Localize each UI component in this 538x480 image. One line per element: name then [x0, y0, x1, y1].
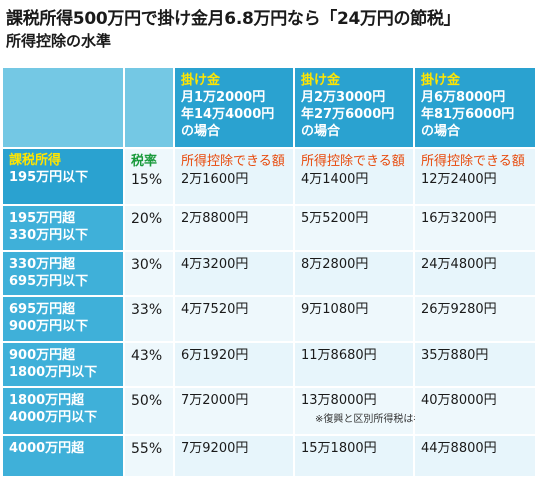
table-row: 900万円超 1800万円以下 43% 6万1920円 11万8680円 35万…: [3, 342, 535, 387]
bracket-label: 1800万円超 4000万円以下: [9, 393, 98, 426]
deduction-value: 2万1600円: [181, 171, 249, 187]
table-row: 4000万円超 55% 7万9200円 15万1800円 44万8800円: [3, 435, 535, 476]
value-cell: 13万8000円 ※復興と区別所得税は考慮していない: [295, 388, 483, 434]
deduction-value: 16万3200円: [421, 211, 497, 227]
table-header-row: 掛け金 月1万2000円 年14万4000円 の場合 掛け金 月2万3000円 …: [3, 68, 535, 147]
value-cell: 11万8680円: [295, 342, 413, 387]
rate-cell: 55%: [125, 435, 173, 476]
rate-col-head: 税率: [131, 153, 158, 169]
value-cell: 4万7520円: [175, 297, 293, 341]
value-cell: 8万2800円: [295, 251, 413, 296]
bracket-label: 695万円超 900万円以下: [9, 302, 89, 335]
rate-value: 43%: [131, 347, 163, 364]
deduction-value: 2万8800円: [181, 211, 249, 227]
plan-header: 掛け金 月6万8000円 年81万6000円 の場合: [415, 68, 535, 147]
deduction-value: 35万880円: [421, 347, 489, 363]
rate-value: 20%: [131, 211, 163, 228]
headline: 課税所得500万円で掛け金月6.8万円なら「24万円の節税」: [6, 9, 461, 29]
table-row: 課税所得 195万円以下 税率 15% 所得控除できる額 2万1600円 所得控…: [3, 148, 535, 205]
value-cell: 16万3200円: [415, 206, 535, 250]
income-col-head: 課税所得: [9, 152, 62, 168]
value-cell: 2万8800円: [175, 206, 293, 250]
value-cell: 24万4800円: [415, 251, 535, 296]
rate-value: 33%: [131, 302, 163, 319]
deduction-value: 9万1080円: [301, 302, 369, 318]
bracket-cell: 1800万円超 4000万円以下: [3, 388, 123, 434]
deduction-value: 11万8680円: [301, 347, 377, 363]
rate-value: 50%: [131, 393, 163, 410]
value-cell: 7万2000円: [175, 388, 293, 434]
plan-label: 掛け金: [301, 73, 341, 88]
value-cell: 所得控除できる額 4万1400円: [295, 148, 413, 205]
rate-cell: 50%: [125, 388, 173, 434]
footnote: ※復興と区別所得税は考慮していない: [315, 414, 484, 426]
value-cell: 5万5200円: [295, 206, 413, 250]
rate-cell: 33%: [125, 297, 173, 341]
rate-value: 30%: [131, 256, 163, 273]
plan-label: 掛け金: [421, 73, 461, 88]
value-cell: 7万9200円: [175, 435, 293, 476]
value-cell: 35万880円: [415, 342, 535, 387]
deduction-value: 15万1800円: [301, 440, 377, 456]
bracket-label: 195万円以下: [9, 169, 89, 185]
deduction-value: 8万2800円: [301, 256, 369, 272]
deduction-value: 40万8000円: [421, 393, 497, 409]
bracket-cell: 695万円超 900万円以下: [3, 297, 123, 341]
bracket-cell: 4000万円超: [3, 435, 123, 476]
value-cell: 40万8000円: [415, 388, 535, 434]
value-cell: 44万8800円: [415, 435, 535, 476]
value-cell: 9万1080円: [295, 297, 413, 341]
value-cell: 26万9280円: [415, 297, 535, 341]
bracket-cell: 課税所得 195万円以下: [3, 148, 123, 205]
table-row: 1800万円超 4000万円以下 50% 7万2000円 13万8000円 ※復…: [3, 388, 535, 434]
bracket-label: 195万円超 330万円以下: [9, 211, 89, 244]
deduction-value: 5万5200円: [301, 211, 369, 227]
rate-cell: 30%: [125, 251, 173, 296]
rate-value: 55%: [131, 440, 163, 457]
rate-cell: 20%: [125, 206, 173, 250]
deduction-value: 6万1920円: [181, 347, 249, 363]
deduction-col-head: 所得控除できる額: [301, 153, 405, 169]
bracket-cell: 195万円超 330万円以下: [3, 206, 123, 250]
bracket-label: 4000万円超: [9, 440, 85, 456]
table-row: 695万円超 900万円以下 33% 4万7520円 9万1080円 26万92…: [3, 297, 535, 341]
deduction-value: 4万7520円: [181, 302, 249, 318]
rate-cell: 43%: [125, 342, 173, 387]
table-row: 195万円超 330万円以下 20% 2万8800円 5万5200円 16万32…: [3, 206, 535, 250]
deduction-value: 4万1400円: [301, 171, 369, 187]
plan-header: 掛け金 月2万3000円 年27万6000円 の場合: [295, 68, 413, 147]
deduction-value: 24万4800円: [421, 256, 497, 272]
deduction-value: 13万8000円: [301, 393, 377, 409]
value-cell: 所得控除できる額 12万2400円: [415, 148, 535, 205]
plan-desc: 月2万3000円 年27万6000円 の場合: [301, 90, 395, 139]
plan-desc: 月6万8000円 年81万6000円 の場合: [421, 90, 515, 139]
value-cell: 4万3200円: [175, 251, 293, 296]
deduction-table: 掛け金 月1万2000円 年14万4000円 の場合 掛け金 月2万3000円 …: [1, 66, 537, 478]
deduction-value: 12万2400円: [421, 171, 497, 187]
bracket-cell: 330万円超 695万円以下: [3, 251, 123, 296]
plan-label: 掛け金: [181, 73, 221, 88]
deduction-value: 7万9200円: [181, 440, 249, 456]
deduction-col-head: 所得控除できる額: [421, 153, 525, 169]
value-cell: 所得控除できる額 2万1600円: [175, 148, 293, 205]
plan-desc: 月1万2000円 年14万4000円 の場合: [181, 90, 275, 139]
deduction-value: 4万3200円: [181, 256, 249, 272]
deduction-value: 44万8800円: [421, 440, 497, 456]
plan-header: 掛け金 月1万2000円 年14万4000円 の場合: [175, 68, 293, 147]
deduction-col-head: 所得控除できる額: [181, 153, 285, 169]
bracket-label: 900万円超 1800万円以下: [9, 347, 98, 380]
value-cell: 15万1800円: [295, 435, 413, 476]
rate-value: 15%: [131, 171, 163, 188]
deduction-value: 7万2000円: [181, 393, 249, 409]
value-cell: 6万1920円: [175, 342, 293, 387]
bracket-label: 330万円超 695万円以下: [9, 256, 89, 289]
bracket-cell: 900万円超 1800万円以下: [3, 342, 123, 387]
rate-cell: 税率 15%: [125, 148, 173, 205]
header-blank-cell: [3, 68, 123, 147]
table-row: 330万円超 695万円以下 30% 4万3200円 8万2800円 24万48…: [3, 251, 535, 296]
subtitle: 所得控除の水準: [6, 32, 112, 50]
header-blank-cell: [125, 68, 173, 147]
deduction-value: 26万9280円: [421, 302, 497, 318]
